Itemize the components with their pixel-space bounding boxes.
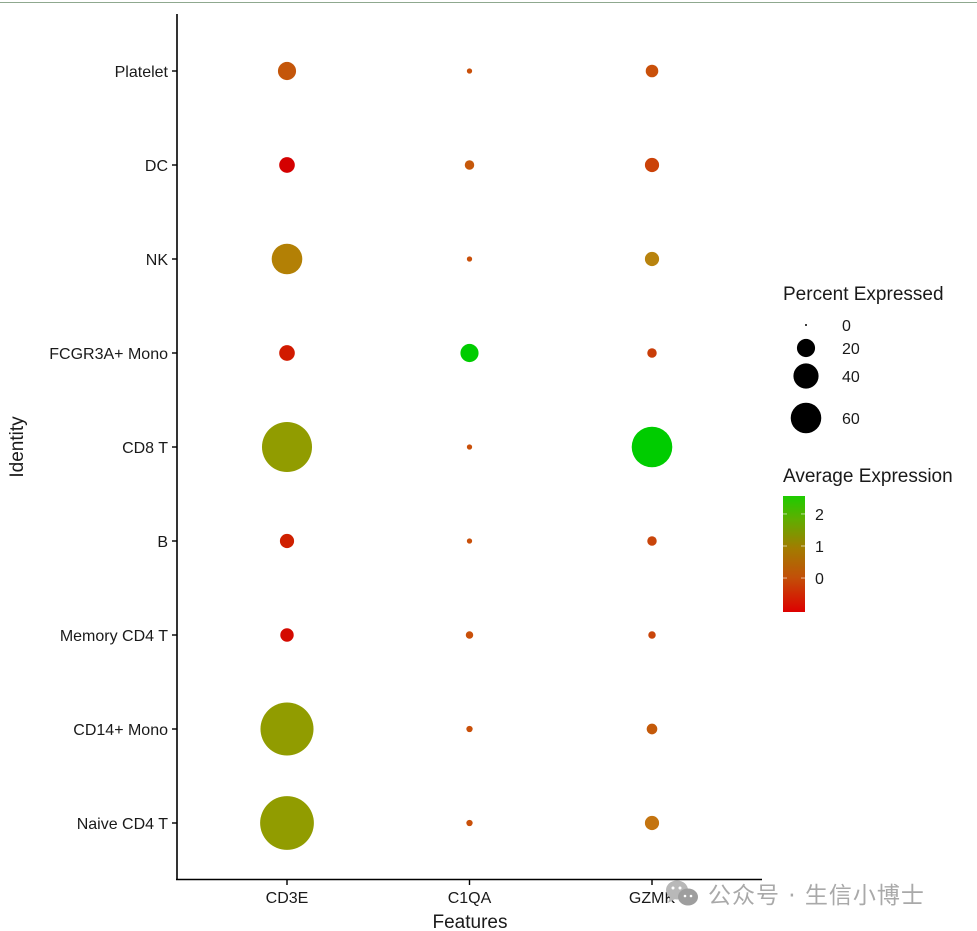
data-point (279, 157, 295, 173)
top-border-line (0, 2, 977, 3)
data-points (260, 61, 673, 850)
x-tick-label: C1QA (448, 890, 492, 907)
data-point (645, 64, 659, 78)
watermark-text: 公众号 · 生信小博士 (708, 883, 925, 909)
y-tick-label: B (157, 534, 168, 551)
data-point (466, 819, 473, 827)
color-legend: Average Expression 2 1 0 (783, 466, 953, 612)
data-point (466, 68, 473, 74)
size-legend-dot (805, 324, 807, 326)
data-point (464, 160, 475, 170)
data-point (644, 157, 660, 173)
x-tick-label: GZMK (629, 890, 676, 907)
data-point (644, 815, 660, 831)
y-tick-label: Memory CD4 T (60, 628, 168, 645)
y-tick-label: CD8 T (122, 440, 168, 457)
data-point (465, 631, 474, 639)
y-axis-ticks: Platelet DC NK FCGR3A+ Mono CD8 T B Memory CD4… (49, 64, 177, 833)
data-point (466, 725, 473, 733)
y-tick-label: NK (146, 252, 169, 269)
data-point (277, 61, 297, 81)
size-legend-label: 40 (842, 369, 860, 386)
data-point (466, 444, 473, 450)
data-point (631, 426, 673, 468)
data-point (261, 421, 313, 473)
size-legend-dot (790, 402, 822, 434)
size-legend-label: 60 (842, 411, 860, 428)
size-legend-dot (796, 338, 816, 358)
data-point (644, 251, 660, 267)
y-tick-label: CD14+ Mono (73, 722, 168, 739)
color-legend-title: Average Expression (783, 466, 953, 487)
data-point (279, 533, 295, 549)
y-tick-label: FCGR3A+ Mono (49, 346, 168, 363)
size-legend-dot (793, 363, 819, 389)
x-axis-title: Features (433, 912, 508, 931)
y-axis-title: Identity (7, 416, 28, 478)
colorbar-label: 1 (815, 539, 824, 556)
y-tick-label: DC (145, 158, 168, 175)
size-legend-title: Percent Expressed (783, 284, 944, 305)
colorbar-label: 0 (815, 571, 824, 588)
data-point (646, 723, 658, 735)
y-tick-label: Naive CD4 T (77, 816, 169, 833)
size-legend: Percent Expressed 0 20 40 60 (783, 284, 944, 434)
data-point (466, 538, 473, 544)
x-tick-label: CD3E (266, 890, 309, 907)
size-legend-label: 0 (842, 318, 851, 335)
data-point (647, 536, 657, 546)
size-legend-label: 20 (842, 341, 860, 358)
data-point (279, 345, 295, 361)
wechat-icon (664, 878, 700, 908)
data-point (647, 348, 657, 358)
data-point (280, 628, 294, 642)
data-point (466, 256, 473, 262)
x-axis-ticks: CD3E C1QA GZMK (266, 879, 676, 907)
data-point (460, 343, 479, 363)
colorbar-label: 2 (815, 507, 824, 524)
data-point (648, 631, 656, 639)
data-point (271, 243, 303, 275)
y-tick-label: Platelet (115, 64, 169, 81)
data-point (260, 702, 314, 756)
data-point (260, 796, 314, 850)
colorbar (783, 496, 805, 612)
watermark: 公众号 · 生信小博士 (664, 876, 925, 910)
